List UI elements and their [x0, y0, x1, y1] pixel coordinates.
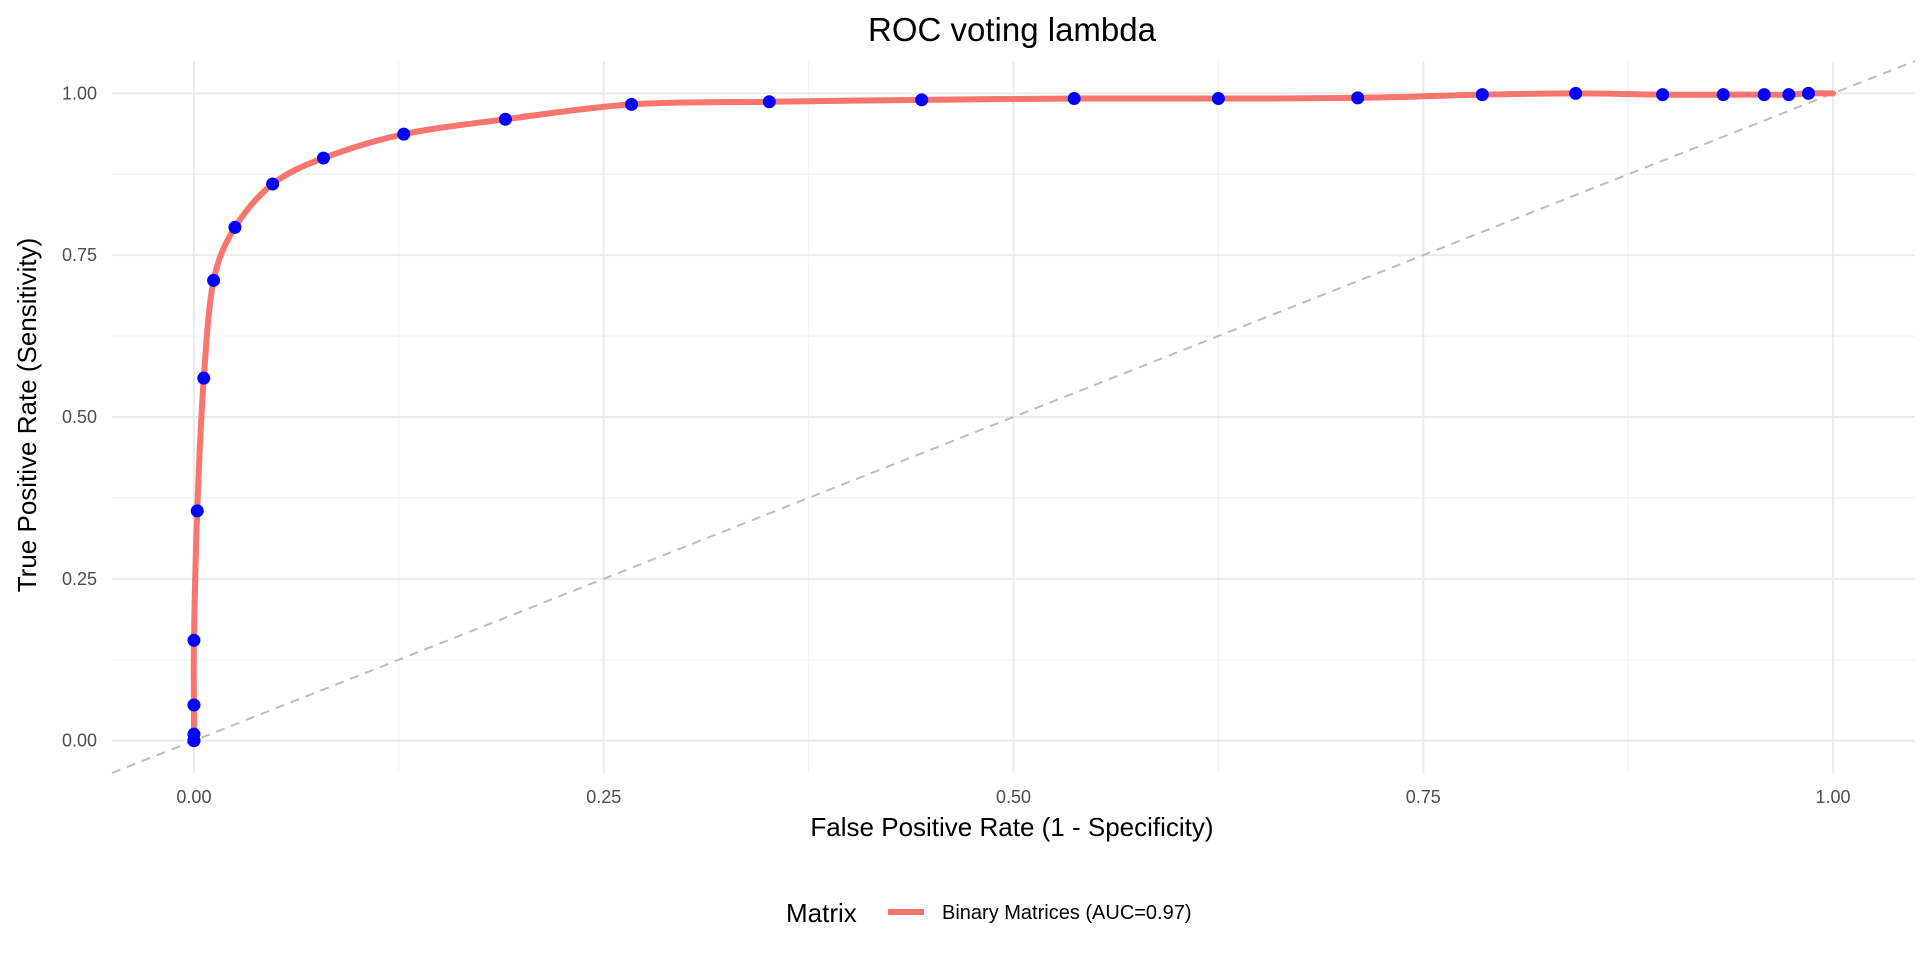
roc-point-22: [1716, 88, 1730, 102]
roc-point-13: [625, 97, 639, 111]
y-tick-label-4: 1.00: [62, 83, 97, 103]
roc-point-16: [1067, 92, 1081, 106]
roc-point-19: [1475, 88, 1489, 102]
roc-point-17: [1211, 92, 1225, 106]
roc-point-5: [190, 504, 204, 518]
roc-point-15: [915, 93, 929, 107]
roc-point-11: [397, 127, 411, 141]
roc-point-25: [1801, 86, 1815, 100]
y-tick-label-0: 0.00: [62, 731, 97, 751]
reference-diagonal-line: [111, 60, 1916, 774]
y-axis-title: True Positive Rate (Sensitivity): [12, 238, 42, 592]
reference-line-layer: [111, 60, 1916, 774]
roc-point-6: [197, 371, 211, 385]
chart-title: ROC voting lambda: [868, 11, 1157, 48]
roc-point-9: [266, 177, 280, 191]
y-tick-label-3: 0.75: [62, 245, 97, 265]
legend-entry-label: Binary Matrices (AUC=0.97): [942, 902, 1192, 924]
x-axis-title: False Positive Rate (1 - Specificity): [810, 812, 1213, 842]
y-tick-label-2: 0.50: [62, 407, 97, 427]
roc-point-24: [1782, 88, 1796, 102]
roc-point-21: [1656, 88, 1670, 102]
roc-point-23: [1757, 88, 1771, 102]
legend-title: Matrix: [786, 898, 857, 928]
points-layer: [187, 86, 1815, 748]
legend: Matrix Binary Matrices (AUC=0.97): [786, 898, 1192, 928]
roc-point-14: [762, 95, 776, 109]
x-tick-label-3: 0.75: [1406, 787, 1441, 807]
x-tick-label-0: 0.00: [176, 787, 211, 807]
y-tick-label-1: 0.25: [62, 569, 97, 589]
x-tick-label-1: 0.25: [586, 787, 621, 807]
x-tick-label-4: 1.00: [1816, 787, 1851, 807]
roc-point-3: [187, 698, 201, 712]
tick-label-layer: 0.00 0.25 0.50 0.75 1.00 0.00 0.25 0.50 0.75 1.00: [62, 83, 1851, 807]
roc-point-10: [316, 151, 330, 165]
roc-point-18: [1351, 91, 1365, 105]
roc-point-7: [207, 273, 221, 287]
grid-layer: [112, 61, 1915, 773]
x-tick-label-2: 0.50: [996, 787, 1031, 807]
roc-point-8: [228, 220, 242, 234]
roc-point-20: [1569, 86, 1583, 100]
roc-point-4: [187, 633, 201, 647]
roc-point-12: [498, 112, 512, 126]
roc-point-2: [187, 727, 201, 741]
